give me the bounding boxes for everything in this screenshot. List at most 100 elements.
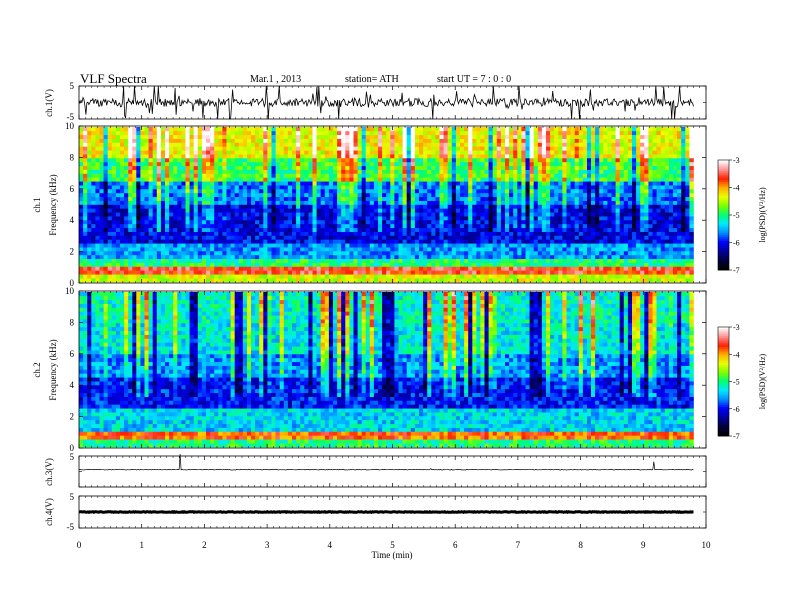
spectrogram-cell — [427, 243, 432, 248]
spectrogram-cell — [111, 138, 117, 143]
spectrogram-cell — [578, 278, 584, 283]
spectrogram-cell — [546, 220, 551, 225]
spectrogram-cell — [197, 181, 203, 186]
spectrogram-cell — [406, 208, 412, 213]
spectrogram-cell — [79, 254, 84, 260]
spectrogram-cell — [455, 223, 461, 229]
spectrogram-cell — [222, 127, 227, 132]
spectrogram-cell — [345, 158, 350, 163]
spectrogram-cell — [558, 278, 563, 283]
spectrogram-cell — [189, 177, 194, 182]
spectrogram-cell — [496, 212, 502, 217]
spectrogram-cell — [505, 254, 510, 260]
spectrogram-cell — [533, 223, 539, 229]
spectrogram-cell — [316, 254, 321, 260]
spectrogram-cell — [324, 169, 330, 174]
spectrogram-cell — [185, 216, 190, 221]
spectrogram-cell — [496, 274, 502, 279]
spectrogram-cell — [193, 130, 199, 136]
spectrogram-cell — [132, 251, 137, 256]
spectrogram-cell — [521, 235, 526, 240]
spectrogram-cell — [492, 216, 498, 221]
spectrogram-cell — [193, 150, 199, 155]
spectrogram-cell — [259, 181, 264, 186]
spectrogram-cell — [386, 142, 391, 147]
spectrogram-cell — [505, 185, 510, 190]
spectrogram-cell — [333, 192, 338, 198]
spectrogram-cell — [107, 192, 113, 198]
spectrogram-cell — [550, 196, 555, 201]
spectrogram-cell — [214, 208, 219, 213]
spectrogram-cell — [185, 278, 190, 283]
spectrogram-cell — [91, 231, 96, 236]
spectrogram-cell — [83, 142, 88, 147]
spectrogram-cell — [312, 181, 317, 186]
spectrogram-cell — [193, 204, 199, 209]
spectrogram-cell — [484, 138, 489, 143]
spectrogram-cell — [398, 181, 403, 186]
spectrogram-cell — [353, 258, 358, 263]
spectrogram-cell — [148, 138, 153, 143]
spectrogram-cell — [431, 243, 436, 248]
spectrogram-cell — [554, 258, 559, 263]
spectrogram-cell — [390, 258, 395, 263]
spectrogram-cell — [226, 278, 231, 283]
spectrogram-cell — [115, 173, 121, 178]
spectrogram-cell — [337, 127, 342, 132]
spectrogram-cell — [337, 169, 342, 174]
spectrogram-cell — [169, 239, 174, 244]
spectrogram-cell — [214, 258, 219, 263]
spectrogram-cell — [312, 223, 317, 229]
spectrogram-cell — [242, 142, 248, 147]
spectrogram-cell — [361, 196, 367, 201]
spectrogram-cell — [136, 251, 141, 256]
spectrogram-cell — [210, 161, 215, 167]
spectrogram-cell — [423, 227, 428, 232]
spectrogram-cell — [333, 146, 338, 151]
spectrogram-cell — [558, 150, 563, 155]
spectrogram-cell — [382, 192, 387, 198]
spectrogram-cell — [107, 154, 113, 159]
spectrogram-cell — [419, 270, 424, 275]
spectrogram-cell — [337, 247, 342, 252]
spectrogram-cell — [460, 158, 465, 163]
spectrogram-cell — [271, 173, 276, 178]
spectrogram-cell — [337, 212, 342, 217]
spectrogram-cell — [103, 208, 108, 213]
spectrogram-cell — [509, 278, 514, 283]
spectrogram-cell — [275, 181, 280, 186]
spectrogram-cell — [496, 161, 502, 167]
spectrogram-cell — [435, 266, 440, 271]
spectrogram-cell — [562, 158, 567, 163]
spectrogram-cell — [124, 220, 129, 225]
spectrogram-cell — [308, 247, 313, 252]
spectrogram-cell — [312, 200, 317, 205]
spectrogram-cell — [99, 138, 104, 143]
spectrogram-cell — [451, 266, 457, 271]
spectrogram-cell — [312, 239, 317, 244]
spectrogram-cell — [144, 185, 149, 190]
spectrogram-cell — [382, 274, 387, 279]
spectrogram-cell — [353, 161, 358, 167]
spectrogram-cell — [439, 266, 444, 271]
spectrogram-cell — [476, 212, 481, 217]
spectrogram-cell — [472, 127, 477, 132]
spectrogram-cell — [312, 208, 317, 213]
spectrogram-cell — [455, 270, 461, 275]
spectrogram-cell — [439, 227, 444, 232]
spectrogram-cell — [541, 189, 547, 194]
spectrogram-cell — [156, 266, 162, 271]
spectrogram-cell — [234, 262, 240, 267]
spectrogram-cell — [107, 146, 113, 151]
spectrogram-cell — [173, 220, 178, 225]
spectrogram-cell — [365, 223, 371, 229]
spectrogram-cell — [414, 142, 420, 147]
spectrogram-cell — [279, 200, 285, 205]
spectrogram-cell — [173, 270, 178, 275]
spectrogram-cell — [423, 258, 428, 263]
spectrogram-cell — [300, 192, 305, 198]
spectrogram-cell — [414, 181, 420, 186]
spectrogram-cell — [582, 258, 588, 263]
spectrogram-cell — [124, 231, 129, 236]
spectrogram-cell — [156, 196, 162, 201]
